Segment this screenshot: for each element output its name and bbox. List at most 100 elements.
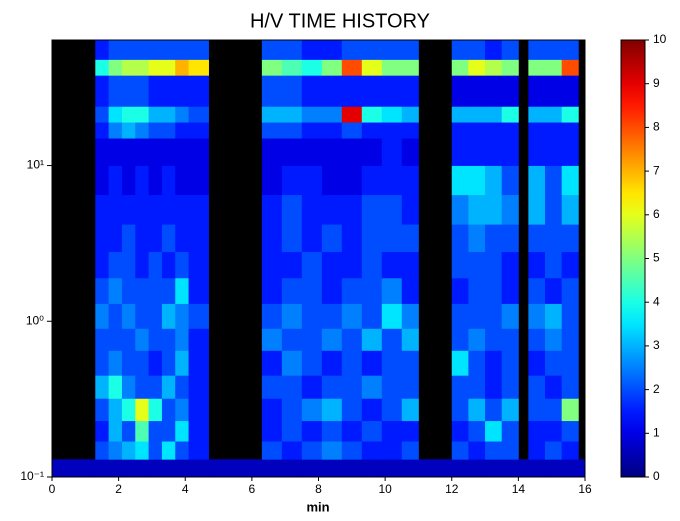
heatmap-cell bbox=[301, 441, 323, 460]
heatmap-cell bbox=[161, 122, 176, 139]
colorbar-tick-label: 2 bbox=[653, 382, 660, 396]
heatmap-cell bbox=[261, 40, 283, 60]
y-tick-label: 10⁻¹ bbox=[20, 469, 44, 483]
heatmap-cell bbox=[451, 40, 469, 60]
heatmap-cell bbox=[175, 277, 189, 304]
heatmap-cell bbox=[528, 375, 546, 399]
heatmap-cell bbox=[95, 441, 110, 460]
heatmap-cell bbox=[341, 350, 363, 376]
heatmap-cell bbox=[175, 251, 189, 279]
heatmap-cell bbox=[148, 106, 163, 123]
heatmap-cell bbox=[361, 251, 383, 279]
heatmap-cell bbox=[175, 459, 189, 478]
heatmap-cell bbox=[148, 165, 163, 196]
heatmap-cell bbox=[451, 277, 469, 304]
heatmap-cell bbox=[485, 75, 503, 107]
heatmap-cell bbox=[381, 420, 403, 442]
heatmap-cell bbox=[121, 138, 136, 166]
heatmap-cell bbox=[501, 398, 519, 422]
heatmap-cell bbox=[108, 350, 123, 376]
heatmap-cell bbox=[108, 251, 123, 279]
heatmap-cell bbox=[501, 277, 519, 304]
heatmap-cell bbox=[108, 441, 123, 460]
heatmap-cell bbox=[148, 277, 163, 304]
heatmap-cell bbox=[451, 122, 469, 139]
heatmap-cell bbox=[135, 224, 150, 253]
heatmap-cell bbox=[188, 441, 209, 460]
heatmap-cell bbox=[468, 441, 486, 460]
heatmap-cell bbox=[281, 328, 303, 351]
heatmap-cell bbox=[135, 59, 150, 76]
heatmap-cell bbox=[361, 375, 383, 399]
heatmap-cell bbox=[401, 398, 419, 422]
heatmap-cell bbox=[188, 224, 209, 253]
heatmap-cell bbox=[451, 224, 469, 253]
heatmap-cell bbox=[361, 138, 383, 166]
heatmap-cell bbox=[188, 375, 209, 399]
heatmap-cell bbox=[135, 441, 150, 460]
heatmap-cell bbox=[528, 251, 546, 279]
heatmap-cell bbox=[261, 138, 283, 166]
heatmap-cell bbox=[175, 224, 189, 253]
heatmap-cell bbox=[121, 224, 136, 253]
heatmap-cell bbox=[148, 251, 163, 279]
heatmap-cell bbox=[121, 194, 136, 225]
colorbar-tick-label: 9 bbox=[653, 76, 660, 90]
x-tick-label: 10 bbox=[378, 482, 392, 496]
heatmap-cell bbox=[108, 277, 123, 304]
heatmap-cell bbox=[321, 251, 343, 279]
heatmap-cell bbox=[485, 138, 503, 166]
heatmap-cell bbox=[301, 251, 323, 279]
heatmap-cell bbox=[188, 138, 209, 166]
heatmap-cell bbox=[381, 122, 403, 139]
heatmap-cell bbox=[451, 420, 469, 442]
heatmap-cell bbox=[485, 328, 503, 351]
heatmap-cell bbox=[121, 165, 136, 196]
heatmap-cell bbox=[301, 420, 323, 442]
heatmap-cell bbox=[545, 122, 563, 139]
heatmap-cell bbox=[261, 194, 283, 225]
heatmap-cell bbox=[261, 303, 283, 329]
heatmap-cell bbox=[485, 40, 503, 60]
heatmap-cell bbox=[95, 398, 110, 422]
heatmap-cell bbox=[381, 350, 403, 376]
heatmap-cell bbox=[361, 40, 383, 60]
heatmap-cell bbox=[341, 224, 363, 253]
heatmap-cell bbox=[175, 106, 189, 123]
heatmap-cell bbox=[381, 224, 403, 253]
heatmap-cell bbox=[301, 138, 323, 166]
heatmap-cell bbox=[148, 138, 163, 166]
heatmap-cell bbox=[561, 165, 579, 196]
heatmap-cell bbox=[95, 277, 110, 304]
heatmap-cell bbox=[361, 441, 383, 460]
heatmap-cell bbox=[468, 303, 486, 329]
heatmap-cell bbox=[545, 375, 563, 399]
heatmap-cell bbox=[321, 375, 343, 399]
heatmap-cell bbox=[175, 375, 189, 399]
heatmap-cell bbox=[561, 122, 579, 139]
heatmap-cell bbox=[545, 75, 563, 107]
heatmap-cell bbox=[468, 59, 486, 76]
heatmap-cell bbox=[261, 441, 283, 460]
heatmap-cell bbox=[301, 350, 323, 376]
heatmap-cell bbox=[381, 459, 403, 478]
heatmap-cell bbox=[545, 194, 563, 225]
heatmap-cell bbox=[485, 303, 503, 329]
heatmap-cell bbox=[175, 122, 189, 139]
heatmap-cell bbox=[121, 40, 136, 60]
heatmap-cell bbox=[108, 303, 123, 329]
heatmap-cell bbox=[301, 75, 323, 107]
heatmap-cell bbox=[281, 251, 303, 279]
heatmap-cell bbox=[281, 441, 303, 460]
heatmap-cell bbox=[188, 277, 209, 304]
heatmap-cell bbox=[108, 75, 123, 107]
heatmap-cell bbox=[281, 106, 303, 123]
heatmap-cell bbox=[148, 459, 163, 478]
heatmap-cell bbox=[108, 194, 123, 225]
heatmap-cell bbox=[485, 165, 503, 196]
x-tick-label: 6 bbox=[249, 482, 256, 496]
heatmap-cell bbox=[528, 328, 546, 351]
heatmap-cell bbox=[341, 328, 363, 351]
colorbar-tick-label: 3 bbox=[653, 338, 660, 352]
chart-title: H/V TIME HISTORY bbox=[250, 10, 430, 32]
